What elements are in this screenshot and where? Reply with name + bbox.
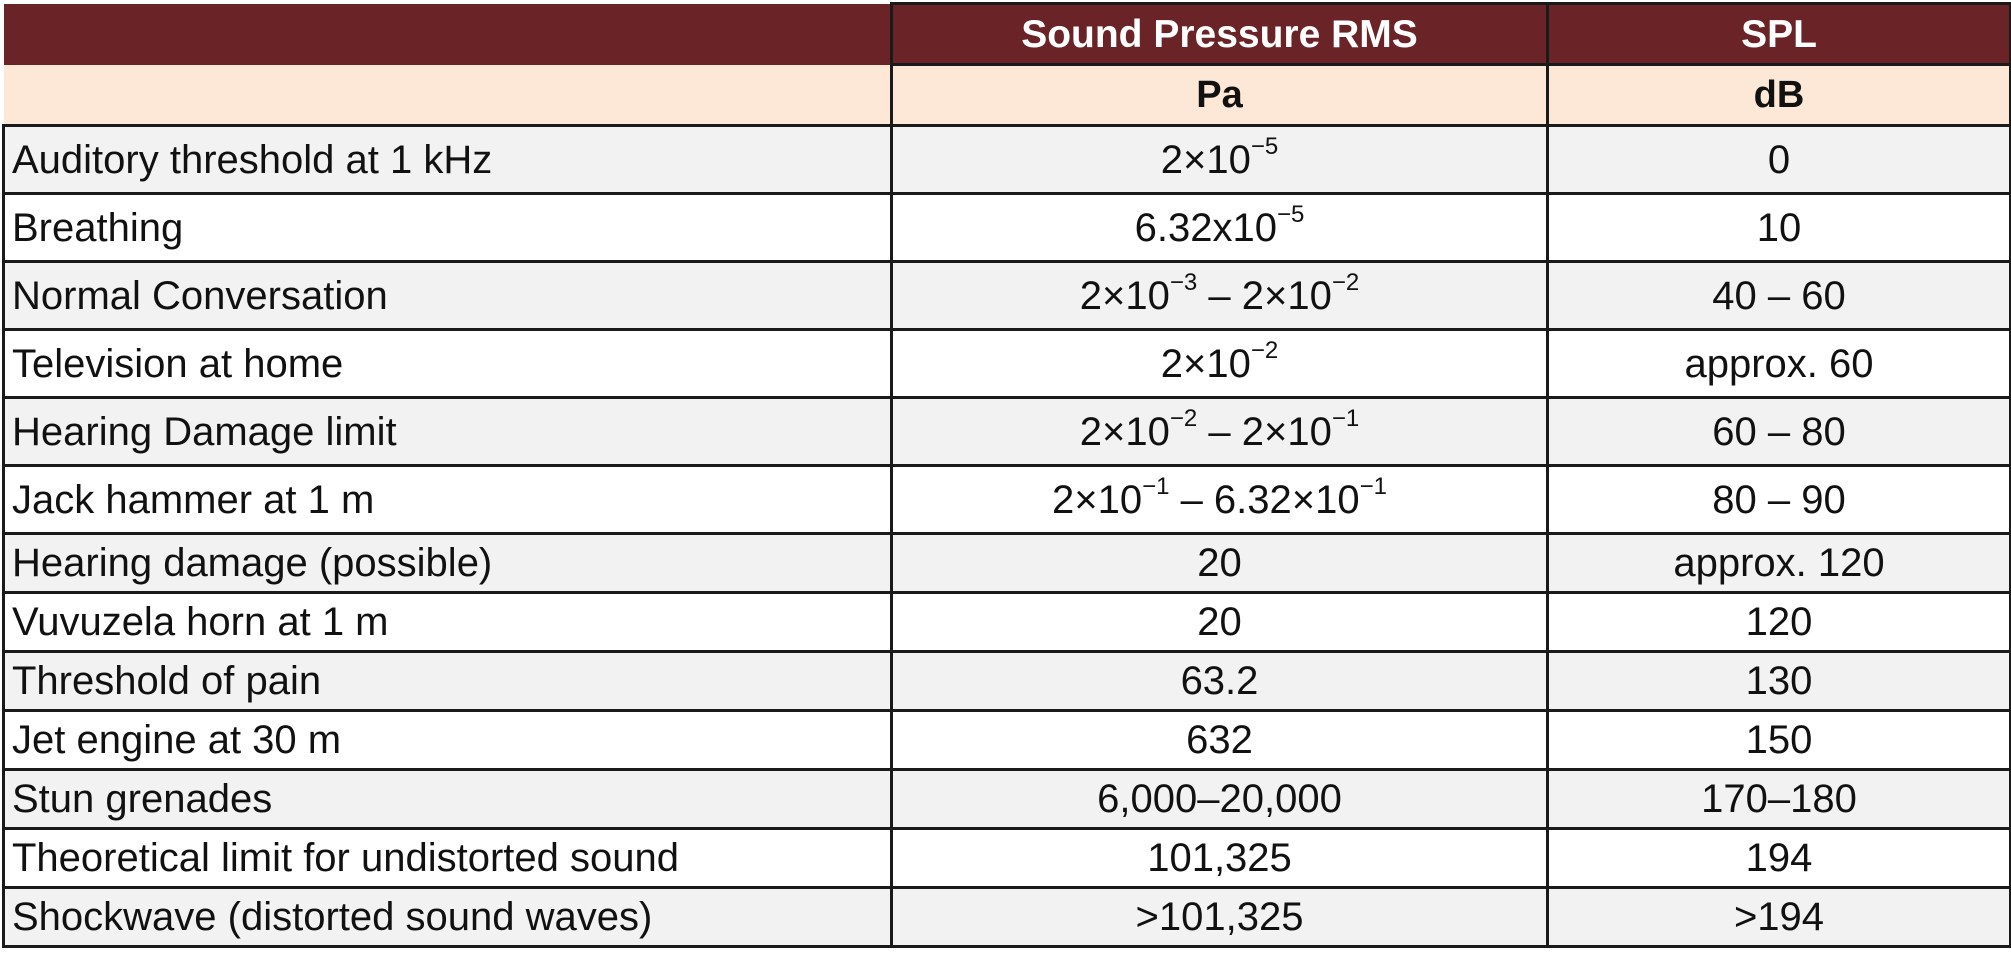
unit-blank-cell	[3, 64, 893, 126]
spl-value: 194	[1546, 827, 2011, 889]
pressure-value: 101,325	[890, 827, 1549, 889]
pressure-value: 6,000–20,000	[890, 768, 1549, 830]
pressure-value: >101,325	[890, 886, 1549, 948]
spl-value: 120	[1546, 591, 2011, 653]
spl-value: approx. 60	[1546, 328, 2011, 399]
spl-value: 0	[1546, 124, 2011, 195]
exponent: −1	[1331, 405, 1360, 433]
unit-row: Pa dB	[3, 63, 2011, 127]
pressure-value: 2×10−2	[890, 328, 1549, 399]
spl-value: 60 – 80	[1546, 396, 2011, 467]
pressure-value-part: 20	[1197, 541, 1242, 585]
pressure-value: 2×10−2 – 2×10−1	[890, 396, 1549, 467]
pressure-value: 20	[890, 591, 1549, 653]
spl-value: 130	[1546, 650, 2011, 712]
header-spl: SPL	[1546, 2, 2011, 66]
row-label: Auditory threshold at 1 kHz	[2, 124, 893, 195]
row-label: Stun grenades	[2, 768, 893, 830]
table-row: Auditory threshold at 1 kHz 2×10−5 0	[2, 124, 2011, 195]
pressure-value-part: – 6.32×10	[1169, 477, 1360, 522]
pressure-value: 632	[890, 709, 1549, 771]
table-row: Television at home 2×10−2 approx. 60	[2, 328, 2011, 399]
spl-value: approx. 120	[1546, 532, 2011, 594]
pressure-value: 63.2	[890, 650, 1549, 712]
row-label: Television at home	[2, 328, 893, 399]
header-sound-pressure: Sound Pressure RMS	[890, 2, 1549, 66]
exponent: −1	[1359, 473, 1388, 501]
exponent: −3	[1169, 269, 1198, 297]
pressure-value-part: 6.32x10	[1134, 205, 1277, 250]
pressure-value-part: >101,325	[1135, 895, 1304, 939]
exponent: −5	[1276, 201, 1305, 229]
pressure-value: 2×10−3 – 2×10−2	[890, 260, 1549, 331]
pressure-value-part: 2×10	[1160, 137, 1251, 182]
table-row: Stun grenades 6,000–20,000 170–180	[2, 768, 2011, 830]
row-label: Normal Conversation	[2, 260, 893, 331]
spl-value: 150	[1546, 709, 2011, 771]
spl-value: 10	[1546, 192, 2011, 263]
table-row: Theoretical limit for undistorted sound 1…	[2, 827, 2011, 889]
pressure-value-part: 632	[1186, 718, 1253, 762]
row-label: Breathing	[2, 192, 893, 263]
spl-value: 80 – 90	[1546, 464, 2011, 535]
table-row: Jet engine at 30 m 632 150	[2, 709, 2011, 771]
pressure-value-part: 2×10	[1051, 477, 1143, 522]
pressure-value: 20	[890, 532, 1549, 594]
exponent: −5	[1250, 133, 1279, 161]
table-row: Jack hammer at 1 m 2×10−1 – 6.32×10−1 80 –…	[2, 464, 2011, 535]
pressure-value-part: 6,000–20,000	[1097, 777, 1342, 821]
spl-value: 40 – 60	[1546, 260, 2011, 331]
pressure-value-part: 2×10	[1160, 341, 1251, 386]
table-row: Hearing damage (possible) 20 approx. 120	[2, 532, 2011, 594]
pressure-value-part: 101,325	[1147, 836, 1292, 880]
pressure-value-part: 2×10	[1079, 409, 1170, 454]
spl-value: 170–180	[1546, 768, 2011, 830]
row-label: Theoretical limit for undistorted sound	[2, 827, 893, 889]
spl-value: >194	[1546, 886, 2011, 948]
table-row: Shockwave (distorted sound waves) >101,32…	[2, 886, 2011, 948]
unit-spl: dB	[1546, 63, 2011, 127]
pressure-value-part: – 2×10	[1197, 409, 1332, 454]
header-blank-cell	[3, 3, 893, 65]
table-body: Auditory threshold at 1 kHz 2×10−5 0 Breath…	[2, 124, 2011, 948]
row-label: Jet engine at 30 m	[2, 709, 893, 771]
row-label: Hearing Damage limit	[2, 396, 893, 467]
exponent: −2	[1331, 269, 1360, 297]
table-row: Threshold of pain 63.2 130	[2, 650, 2011, 712]
exponent: −2	[1169, 405, 1198, 433]
header-row: Sound Pressure RMS SPL	[3, 2, 2011, 66]
table-row: Vuvuzela horn at 1 m 20 120	[2, 591, 2011, 653]
unit-pressure: Pa	[890, 63, 1549, 127]
row-label: Jack hammer at 1 m	[2, 464, 893, 535]
pressure-value-part: 63.2	[1180, 659, 1259, 703]
pressure-value-part: 20	[1197, 600, 1242, 644]
pressure-value: 2×10−5	[890, 124, 1549, 195]
exponent: −2	[1250, 337, 1279, 365]
row-label: Threshold of pain	[2, 650, 893, 712]
pressure-value-part: – 2×10	[1197, 273, 1332, 318]
row-label: Hearing damage (possible)	[2, 532, 893, 594]
pressure-value: 2×10−1 – 6.32×10−1	[890, 464, 1549, 535]
row-label: Shockwave (distorted sound waves)	[2, 886, 893, 948]
table-row: Breathing 6.32x10−5 10	[2, 192, 2011, 263]
pressure-value: 6.32x10−5	[890, 192, 1549, 263]
row-label: Vuvuzela horn at 1 m	[2, 591, 893, 653]
pressure-value-part: 2×10	[1079, 273, 1170, 318]
exponent: −1	[1142, 473, 1170, 501]
table-row: Normal Conversation 2×10−3 – 2×10−2 40 – 6…	[2, 260, 2011, 331]
table-row: Hearing Damage limit 2×10−2 – 2×10−1 60 – …	[2, 396, 2011, 467]
